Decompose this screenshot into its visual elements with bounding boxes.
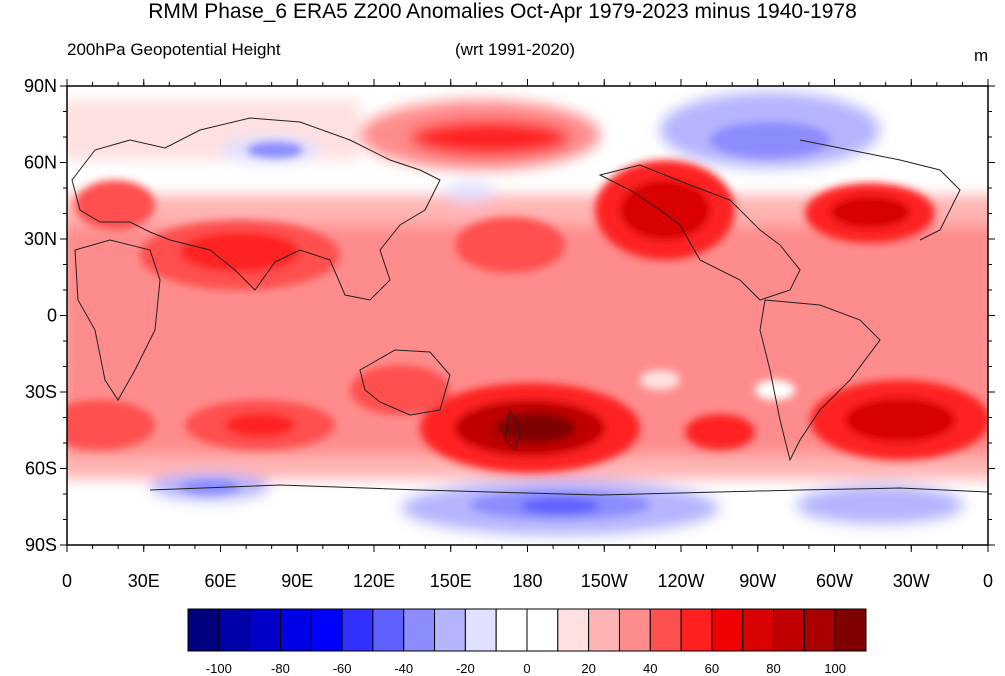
lat-tick-label: 30N (24, 229, 57, 249)
lat-tick-label: 90S (25, 535, 57, 555)
colorbar-swatch (341, 608, 374, 652)
coastlines (71, 117, 988, 496)
colorbar-label: 20 (581, 661, 595, 676)
colorbar-swatch (557, 608, 590, 652)
lon-tick-label: 0 (62, 571, 72, 591)
colorbar-swatch (649, 608, 682, 652)
colorbar-swatch (310, 608, 343, 652)
colorbar-swatch (773, 608, 805, 652)
colorbar-label: -100 (206, 661, 232, 676)
center-subtitle: (wrt 1991-2020) (455, 40, 576, 59)
colorbar-label: -20 (456, 661, 475, 676)
lat-tick-label: 30S (25, 382, 57, 402)
colorbar-swatch (372, 608, 405, 652)
colorbar-swatch (187, 608, 220, 652)
lon-tick-label: 0 (983, 571, 993, 591)
lat-tick-label: 60N (24, 153, 57, 173)
page-title: RMM Phase_6 ERA5 Z200 Anomalies Oct-Apr … (148, 0, 857, 23)
lon-tick-label: 120W (657, 571, 704, 591)
colorbar-label: 60 (705, 661, 719, 676)
left-subtitle: 200hPa Geopotential Height (67, 40, 281, 59)
colorbar-label: 0 (523, 661, 530, 676)
longitude-labels: 0 30E 60E 90E 120E 150E 180 150W 120W 90W 60W 30W 0 (62, 571, 993, 591)
lon-tick-label: 180 (512, 571, 542, 591)
colorbar-swatch (495, 608, 528, 652)
lat-tick-label: 90N (24, 76, 57, 96)
colorbar-swatch (834, 608, 867, 652)
colorbar-swatch (711, 608, 744, 652)
colorbar-label: -60 (333, 661, 352, 676)
lon-tick-label: 60E (204, 571, 236, 591)
colorbar-label: 80 (766, 661, 780, 676)
lon-tick-label: 150E (430, 571, 472, 591)
latitude-labels: 90N 60N 30N 0 30S 60S 90S (24, 76, 57, 555)
lat-tick-label: 0 (47, 306, 57, 326)
lon-tick-label: 150W (581, 571, 628, 591)
colorbar-label: 40 (643, 661, 657, 676)
lon-tick-label: 30E (128, 571, 160, 591)
colorbar-swatch (464, 608, 497, 652)
lat-tick-label: 60S (25, 459, 57, 479)
colorbar-label: 100 (824, 661, 846, 676)
lon-tick-label: 90W (739, 571, 776, 591)
colorbar-swatch (588, 608, 620, 652)
colorbar-label: -80 (271, 661, 290, 676)
colorbar-swatch (803, 608, 836, 652)
colorbar-swatch (680, 608, 713, 652)
colorbar-swatch (249, 608, 281, 652)
lon-tick-label: 90E (281, 571, 313, 591)
lon-tick-label: 30W (893, 571, 930, 591)
colorbar-swatch (618, 608, 651, 652)
colorbar-swatch (526, 608, 559, 652)
contour-field (67, 86, 988, 545)
colorbar-swatch (403, 608, 436, 652)
colorbar-swatch (742, 608, 775, 652)
colorbar-swatch (218, 608, 251, 652)
units-label: m (974, 46, 989, 65)
axis-ticks (60, 79, 995, 552)
colorbar (187, 608, 867, 652)
colorbar-swatch (279, 608, 312, 652)
colorbar-labels: -100 -80 -60 -40 -20 0 20 40 60 80 100 (206, 661, 846, 676)
lon-tick-label: 60W (816, 571, 853, 591)
lon-tick-label: 120E (353, 571, 395, 591)
colorbar-swatch (434, 608, 466, 652)
colorbar-label: -40 (394, 661, 413, 676)
